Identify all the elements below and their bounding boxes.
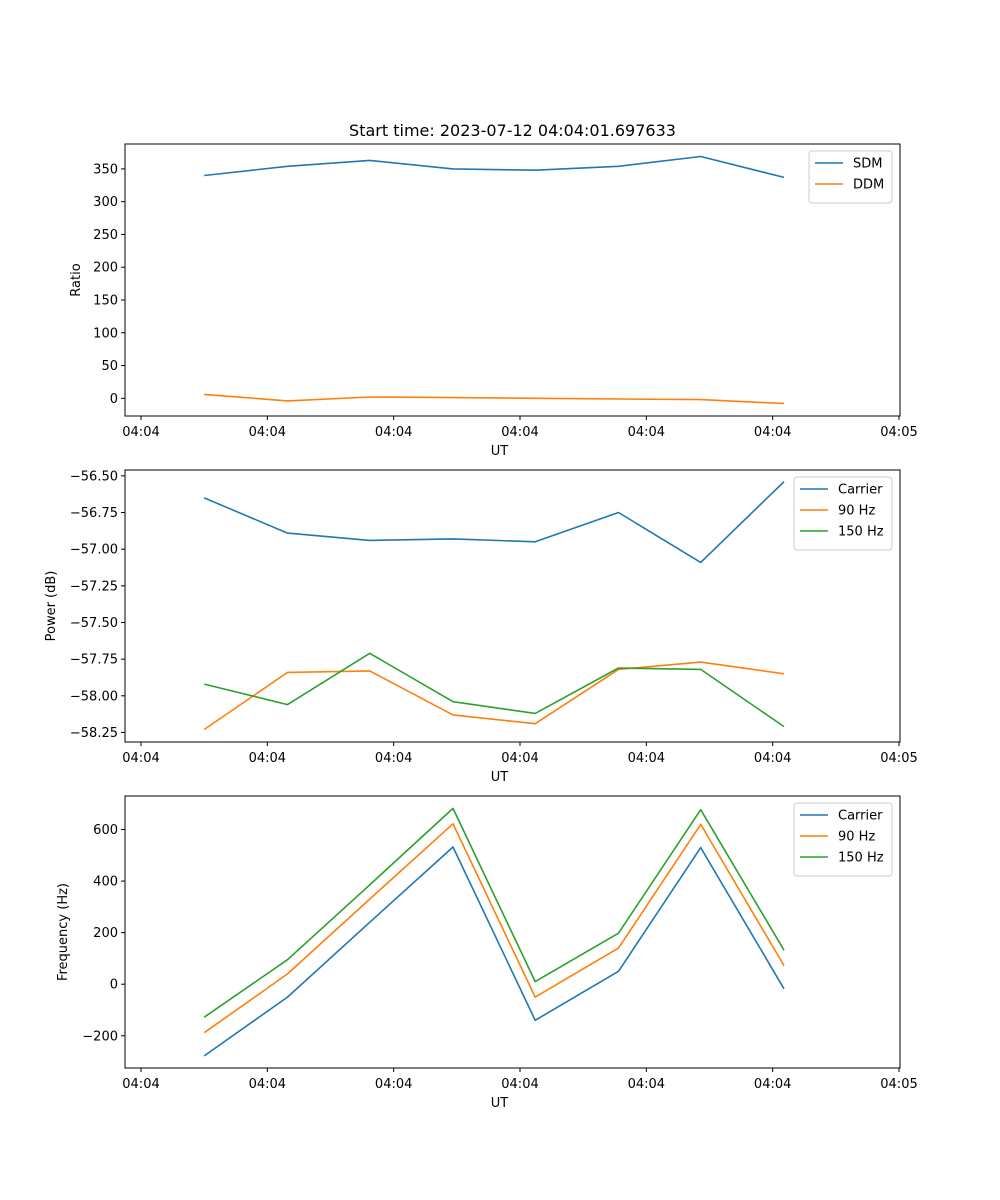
legend-label: DDM — [853, 178, 884, 193]
legend-label: Carrier — [838, 483, 883, 498]
y-tick-label: 600 — [93, 823, 118, 838]
y-tick-label: −58.00 — [70, 689, 118, 704]
x-tick-label: 04:04 — [628, 751, 665, 766]
y-tick-label: −57.00 — [70, 543, 118, 558]
legend: SDM DDM — [808, 150, 893, 204]
series-line-150-hz — [203, 807, 785, 1018]
x-tick-label: 04:04 — [375, 1077, 412, 1092]
y-tick-label: 200 — [93, 926, 118, 941]
y-tick-label: 300 — [93, 195, 118, 210]
x-tick-label: 04:04 — [375, 425, 412, 440]
x-tick-label: 04:04 — [754, 751, 791, 766]
y-tick-label: 100 — [93, 326, 118, 341]
series-line-90-hz — [203, 822, 785, 1034]
chart-panel-1: Start time: 2023-07-12 04:04:01.697633 0 5… — [69, 121, 918, 459]
legend-label: SDM — [853, 157, 882, 172]
y-tick-label: −56.50 — [70, 469, 118, 484]
axes-frame — [124, 795, 901, 1069]
chart-panel-2: −58.25 −58.00 −57.75 −57.50 −57.25 −57.00 −56.… — [44, 469, 918, 785]
x-tick-label: 04:04 — [501, 425, 538, 440]
series-line-ddm — [204, 393, 785, 405]
legend: Carrier 90 Hz 150 Hz — [793, 476, 893, 551]
x-tick-label: 04:05 — [880, 425, 917, 440]
x-tick-label: 04:05 — [880, 1077, 917, 1092]
y-tick-label: −56.75 — [70, 506, 118, 521]
x-tick-label: 04:04 — [754, 425, 791, 440]
axes-frame — [124, 469, 901, 743]
legend: Carrier 90 Hz 150 Hz — [793, 802, 893, 877]
chart-title: Start time: 2023-07-12 04:04:01.697633 — [349, 121, 676, 140]
x-tick-label: 04:04 — [122, 1077, 159, 1092]
x-tick-label: 04:04 — [249, 1077, 286, 1092]
y-tick-label: 0 — [110, 392, 118, 407]
y-tick-label: 250 — [93, 228, 118, 243]
series-line-carrier — [203, 481, 785, 564]
legend-label: Carrier — [838, 809, 883, 824]
axes-frame — [124, 143, 901, 417]
y-tick-label: −57.50 — [70, 616, 118, 631]
x-tick-label: 04:05 — [880, 751, 917, 766]
legend-label: 150 Hz — [838, 525, 884, 540]
x-axis-label: UT — [491, 770, 509, 785]
x-tick-label: 04:04 — [501, 1077, 538, 1092]
x-axis-label: UT — [491, 444, 509, 459]
legend-label: 90 Hz — [838, 504, 875, 519]
x-tick-label: 04:04 — [375, 751, 412, 766]
y-tick-label: −58.25 — [70, 726, 118, 741]
y-tick-label: −57.75 — [70, 653, 118, 668]
x-axis-label: UT — [491, 1096, 509, 1111]
legend-label: 150 Hz — [838, 851, 884, 866]
x-tick-label: 04:04 — [249, 751, 286, 766]
y-tick-label: 400 — [93, 875, 118, 890]
y-tick-label: 200 — [93, 261, 118, 276]
series-line-90-hz — [203, 661, 785, 731]
y-tick-label: 150 — [93, 293, 118, 308]
x-tick-label: 04:04 — [628, 425, 665, 440]
x-tick-label: 04:04 — [122, 751, 159, 766]
series-line-carrier — [203, 846, 785, 1057]
legend-label: 90 Hz — [838, 830, 875, 845]
series-line-sdm — [204, 155, 785, 179]
y-tick-label: −200 — [82, 1029, 118, 1044]
x-tick-label: 04:04 — [501, 751, 538, 766]
y-axis-label: Ratio — [69, 263, 84, 296]
series-line-150-hz — [204, 652, 785, 728]
x-tick-label: 04:04 — [249, 425, 286, 440]
x-tick-label: 04:04 — [122, 425, 159, 440]
y-tick-label: −57.25 — [70, 579, 118, 594]
y-axis-label: Power (dB) — [44, 571, 59, 642]
legend-box — [808, 150, 893, 204]
chart-panel-3: −200 0 200 400 600 04:04 04:04 04:04 04:04 04:04 0… — [56, 795, 918, 1111]
y-tick-label: 50 — [101, 359, 118, 374]
x-tick-label: 04:04 — [754, 1077, 791, 1092]
x-tick-label: 04:04 — [628, 1077, 665, 1092]
y-tick-label: 0 — [110, 978, 118, 993]
y-axis-label: Frequency (Hz) — [56, 883, 71, 981]
y-tick-label: 350 — [93, 162, 118, 177]
